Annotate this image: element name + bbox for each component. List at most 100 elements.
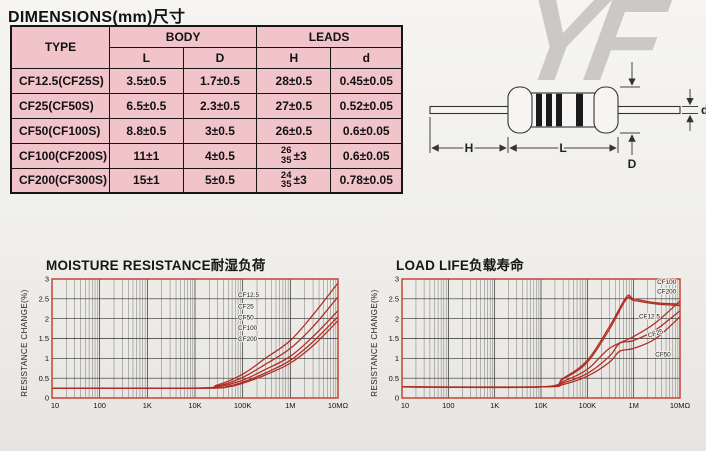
lead-right <box>617 105 681 115</box>
svg-text:10MΩ: 10MΩ <box>328 401 349 410</box>
moisture-plot-area: 0 0.5 1 1.5 2 2.5 3 10 100 1K 10K 100K 1M 10MΩ CF12.5 C… <box>32 274 366 419</box>
cell-d: 3±0.5 <box>182 117 258 144</box>
h-fraction: 24 35 <box>280 169 292 191</box>
svg-text:2.5: 2.5 <box>389 294 399 303</box>
cell-type: CF50(CF100S) <box>10 117 111 144</box>
moisture-y-axis-label: RESISTANCE CHANGE(%) <box>20 289 29 397</box>
cell-h: 26 35 ±3 <box>256 142 332 169</box>
table-subheader-row: L D H d <box>11 46 403 69</box>
svg-text:1M: 1M <box>628 401 638 410</box>
table-row: CF100(CF200S) 11±1 4±0.5 26 35 ±3 0.6±0.… <box>10 142 403 169</box>
header-type: TYPE <box>10 25 111 69</box>
page-title: DIMENSIONS(mm)尺寸 <box>8 9 186 26</box>
svg-text:100K: 100K <box>234 401 252 410</box>
cell-type: CF200(CF300S) <box>10 167 111 194</box>
header-d-body: D <box>182 46 258 69</box>
cell-h: 24 35 ±3 <box>256 167 332 194</box>
svg-text:CF12.5: CF12.5 <box>238 292 259 299</box>
cell-type: CF100(CF200S) <box>10 142 111 169</box>
dim-label-d-body: D <box>628 157 637 171</box>
series-curves <box>52 282 338 389</box>
svg-text:CF50: CF50 <box>655 351 671 358</box>
svg-text:2: 2 <box>395 314 399 323</box>
cell-d: 2.3±0.5 <box>182 92 258 119</box>
svg-text:2: 2 <box>45 314 49 323</box>
resistor-diagram-svg: YF <box>429 0 706 173</box>
cell-l: 11±1 <box>109 142 184 169</box>
y-tick-labels: 0 0.5 1 1.5 2 2.5 3 <box>389 275 399 403</box>
svg-text:0: 0 <box>45 394 49 403</box>
header-l: L <box>109 46 184 69</box>
svg-text:100K: 100K <box>579 401 597 410</box>
x-tick-labels: 10 100 1K 10K 100K 1M 10MΩ <box>51 401 349 410</box>
svg-text:2.5: 2.5 <box>39 294 49 303</box>
cell-l: 15±1 <box>109 167 184 194</box>
svg-text:CF200: CF200 <box>238 336 258 343</box>
cell-l: 3.5±0.5 <box>109 67 184 94</box>
svg-text:0.5: 0.5 <box>389 374 399 383</box>
moisture-chart-title: MOISTURE RESISTANCE耐湿负荷 <box>46 258 266 273</box>
table-row: CF12.5(CF25S) 3.5±0.5 1.7±0.5 28±0.5 0.4… <box>10 67 403 94</box>
cell-h: 26±0.5 <box>256 117 332 144</box>
loadlife-plot-svg: 0 0.5 1 1.5 2 2.5 3 10 100 1K 10K 100K 1M 10MΩ CF100 CF… <box>389 275 691 410</box>
curve-CF50 <box>402 316 680 388</box>
svg-text:1M: 1M <box>285 401 295 410</box>
svg-text:CF12.5: CF12.5 <box>639 314 660 321</box>
cell-type: CF25(CF50S) <box>10 92 111 119</box>
cell-h: 28±0.5 <box>256 67 332 94</box>
svg-text:10K: 10K <box>534 401 547 410</box>
loadlife-y-axis-label: RESISTANCE CHANGE(%) <box>370 289 379 397</box>
svg-text:1.5: 1.5 <box>389 334 399 343</box>
svg-text:10: 10 <box>401 401 409 410</box>
svg-text:3: 3 <box>395 275 399 284</box>
svg-text:1K: 1K <box>490 401 499 410</box>
cell-d: 5±0.5 <box>182 167 258 194</box>
dim-label-h: H <box>465 141 474 155</box>
cell-dl: 0.52±0.05 <box>330 92 403 119</box>
load-life-chart: LOAD LIFE负载寿命 RESISTANCE CHANGE(%) 0 0.5 1… <box>366 254 706 426</box>
cell-dl: 0.78±0.05 <box>330 167 403 194</box>
x-tick-labels: 10 100 1K 10K 100K 1M 10MΩ <box>401 401 691 410</box>
svg-text:100: 100 <box>93 401 106 410</box>
series-curves <box>402 294 680 389</box>
cell-d: 1.7±0.5 <box>182 67 258 94</box>
dimensions-table: TYPE BODY LEADS L D H d CF12.5(CF25S) 3.… <box>10 25 403 194</box>
h-fraction: 26 35 <box>280 145 292 166</box>
svg-text:CF200: CF200 <box>657 289 677 296</box>
cell-dl: 0.6±0.05 <box>330 142 403 169</box>
loadlife-chart-title: LOAD LIFE负载寿命 <box>396 258 524 273</box>
header-body: BODY <box>109 25 258 48</box>
dimension-lines <box>429 62 698 155</box>
cell-d: 4±0.5 <box>182 142 258 169</box>
svg-text:0: 0 <box>395 394 399 403</box>
svg-text:1.5: 1.5 <box>39 334 49 343</box>
plot-frame <box>401 278 681 399</box>
svg-text:3: 3 <box>45 275 49 284</box>
cell-h: 27±0.5 <box>256 92 332 119</box>
dimension-labels: H L D d <box>463 101 706 173</box>
curve-CF200 <box>52 320 338 389</box>
svg-text:10K: 10K <box>188 401 201 410</box>
resistor-drawing <box>429 86 681 134</box>
svg-text:0.5: 0.5 <box>39 374 49 383</box>
cell-dl: 0.6±0.05 <box>330 117 403 144</box>
svg-text:CF100: CF100 <box>657 279 677 286</box>
table-header-row: TYPE BODY LEADS <box>10 25 403 69</box>
svg-text:10: 10 <box>51 401 59 410</box>
svg-text:1K: 1K <box>143 401 152 410</box>
svg-text:10MΩ: 10MΩ <box>670 401 691 410</box>
cap-left <box>507 86 533 134</box>
dim-label-d-lead: d <box>701 103 706 117</box>
cell-l: 8.8±0.5 <box>109 117 184 144</box>
table-row: CF200(CF300S) 15±1 5±0.5 24 35 ±3 0.78±0… <box>10 167 403 194</box>
lead-left <box>429 105 511 115</box>
moisture-resistance-chart: MOISTURE RESISTANCE耐湿负荷 RESISTANCE CHANG… <box>16 254 366 426</box>
svg-text:100: 100 <box>442 401 455 410</box>
table-row: CF50(CF100S) 8.8±0.5 3±0.5 26±0.5 0.6±0.… <box>10 117 403 144</box>
cell-type: CF12.5(CF25S) <box>10 67 111 94</box>
cap-right <box>593 86 619 134</box>
color-bands <box>536 93 583 127</box>
svg-text:CF50: CF50 <box>238 314 254 321</box>
header-leads: LEADS <box>256 25 403 48</box>
